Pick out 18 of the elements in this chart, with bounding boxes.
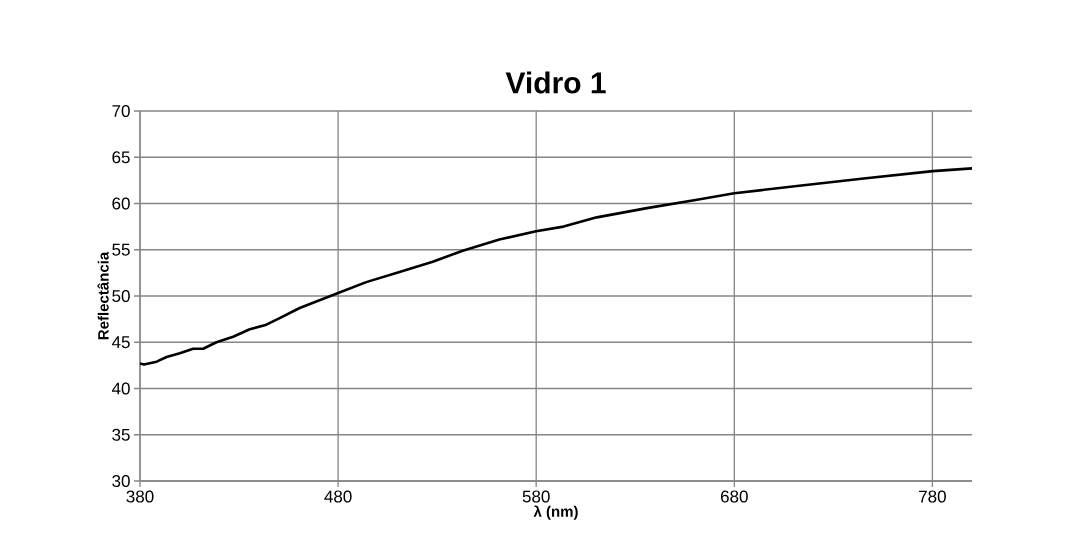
y-tick-label: 60 — [112, 197, 130, 210]
y-tick-label: 45 — [111, 336, 130, 349]
y-tick-label: 35 — [112, 428, 130, 441]
x-tick-label: 680 — [720, 490, 748, 503]
y-tick-label: 65 — [112, 151, 130, 164]
y-tick-label: 70 — [112, 104, 130, 118]
y-tick-label: 30 — [112, 474, 130, 488]
y-tick-label: 40 — [111, 382, 130, 395]
y-axis-title: Reflectância — [97, 251, 109, 340]
y-tick-label: 50 — [112, 289, 130, 303]
x-tick-label: 480 — [324, 490, 352, 503]
chart-title: Vidro 1 — [505, 71, 606, 94]
x-tick-label: 380 — [126, 490, 154, 503]
x-tick-label: 780 — [919, 490, 946, 503]
y-tick-label: 55 — [112, 243, 130, 256]
x-tick-label: 580 — [522, 490, 550, 503]
line-series — [140, 167, 973, 366]
x-axis-title: λ (nm) — [533, 505, 578, 520]
